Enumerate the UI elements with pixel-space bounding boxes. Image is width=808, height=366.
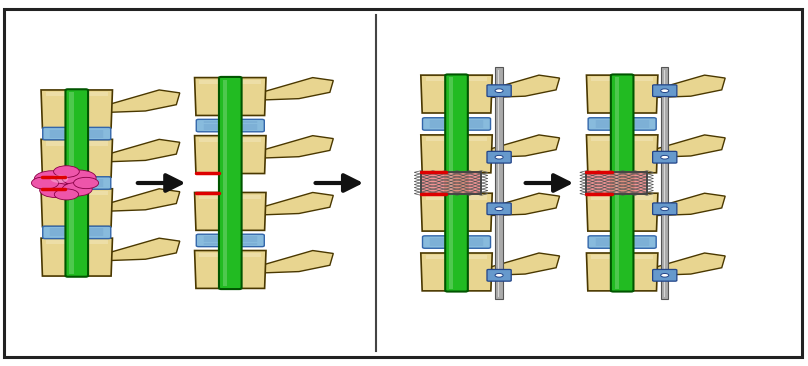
Polygon shape (41, 238, 112, 276)
Polygon shape (591, 195, 653, 199)
FancyBboxPatch shape (487, 152, 511, 163)
FancyBboxPatch shape (588, 118, 656, 130)
Bar (421, 172, 482, 194)
Polygon shape (426, 195, 487, 199)
Circle shape (661, 207, 669, 210)
Polygon shape (426, 137, 487, 141)
Polygon shape (490, 75, 559, 97)
Polygon shape (656, 193, 726, 216)
Polygon shape (264, 78, 333, 100)
Polygon shape (587, 253, 658, 291)
Polygon shape (591, 77, 653, 82)
Polygon shape (490, 193, 559, 216)
Circle shape (40, 183, 72, 198)
Polygon shape (591, 255, 653, 259)
Polygon shape (200, 195, 261, 199)
Circle shape (661, 89, 669, 93)
FancyBboxPatch shape (653, 85, 677, 97)
Polygon shape (195, 193, 266, 230)
FancyBboxPatch shape (65, 89, 88, 277)
FancyBboxPatch shape (196, 119, 264, 132)
Polygon shape (200, 253, 261, 257)
Bar (615, 77, 619, 289)
Polygon shape (426, 77, 487, 82)
FancyBboxPatch shape (487, 85, 511, 97)
Circle shape (50, 175, 68, 183)
Polygon shape (200, 138, 261, 142)
Circle shape (32, 177, 59, 189)
Polygon shape (587, 75, 658, 113)
Circle shape (495, 156, 503, 159)
Polygon shape (41, 90, 112, 128)
Polygon shape (195, 136, 266, 173)
Circle shape (34, 171, 70, 187)
Polygon shape (46, 92, 107, 96)
Polygon shape (112, 139, 180, 162)
Polygon shape (264, 193, 333, 215)
Polygon shape (421, 253, 492, 291)
Polygon shape (264, 136, 333, 158)
FancyBboxPatch shape (445, 74, 468, 292)
FancyBboxPatch shape (611, 74, 633, 292)
Polygon shape (426, 255, 487, 259)
Bar (587, 172, 647, 194)
Polygon shape (112, 238, 180, 261)
Polygon shape (195, 250, 266, 288)
FancyBboxPatch shape (588, 236, 656, 248)
FancyBboxPatch shape (43, 177, 111, 189)
Polygon shape (656, 75, 726, 97)
Circle shape (44, 172, 90, 194)
Circle shape (495, 89, 503, 93)
FancyBboxPatch shape (487, 269, 511, 281)
FancyBboxPatch shape (219, 77, 242, 289)
Circle shape (495, 273, 503, 277)
FancyBboxPatch shape (196, 234, 264, 247)
Circle shape (74, 178, 99, 188)
Polygon shape (587, 193, 658, 231)
Bar (223, 80, 227, 286)
FancyBboxPatch shape (653, 152, 677, 163)
Bar (69, 92, 74, 274)
Polygon shape (195, 78, 266, 115)
Polygon shape (490, 135, 559, 157)
Circle shape (62, 182, 92, 196)
FancyBboxPatch shape (653, 269, 677, 281)
FancyBboxPatch shape (423, 118, 490, 130)
Polygon shape (421, 75, 492, 113)
Polygon shape (41, 139, 112, 177)
Circle shape (62, 170, 96, 186)
Bar (449, 77, 453, 289)
Polygon shape (656, 253, 726, 275)
Circle shape (661, 156, 669, 159)
Polygon shape (421, 193, 492, 231)
Circle shape (53, 166, 79, 178)
FancyBboxPatch shape (653, 203, 677, 214)
Bar (661, 67, 668, 299)
FancyBboxPatch shape (487, 203, 511, 214)
Polygon shape (264, 250, 333, 273)
Polygon shape (656, 135, 726, 157)
Polygon shape (46, 141, 107, 146)
Polygon shape (591, 137, 653, 141)
Polygon shape (41, 189, 112, 227)
FancyBboxPatch shape (43, 127, 111, 140)
Polygon shape (421, 135, 492, 173)
Bar (421, 172, 482, 194)
Circle shape (54, 189, 78, 200)
FancyBboxPatch shape (423, 236, 490, 248)
Polygon shape (112, 189, 180, 211)
Polygon shape (200, 80, 261, 84)
Polygon shape (46, 191, 107, 195)
Polygon shape (46, 240, 107, 244)
Bar (495, 67, 503, 299)
Polygon shape (587, 135, 658, 173)
Circle shape (495, 207, 503, 210)
Circle shape (661, 273, 669, 277)
Bar (587, 172, 647, 194)
Polygon shape (490, 253, 559, 275)
Polygon shape (112, 90, 180, 112)
FancyBboxPatch shape (43, 226, 111, 239)
